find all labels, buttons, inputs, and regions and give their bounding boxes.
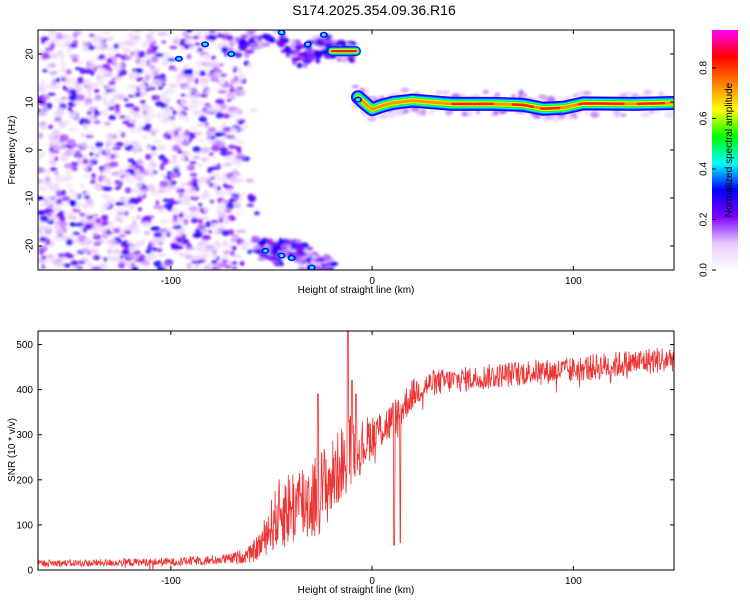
snr-x-ticks: -100 0 100: [161, 331, 582, 587]
colorbar: 0.0 0.2 0.4 0.6 0.8 Normalized spectral ampl…: [699, 30, 738, 277]
spectrogram-x-axis-label: Height of straight line (km): [298, 285, 415, 296]
snr-y-tick-label: 400: [16, 385, 33, 396]
snr-y-ticks: 0 100 200 300 400 500: [16, 340, 674, 577]
snr-y-axis-label: SNR (10 * v/v): [7, 418, 18, 482]
figure-title: S174.2025.354.09.36.R16: [292, 2, 456, 18]
spectrogram-image: [38, 30, 674, 270]
snr-y-tick-label: 300: [16, 430, 33, 441]
colorbar-ticks: 0.0 0.2 0.4 0.6 0.8: [699, 61, 716, 277]
spectrogram-x-tick-label: 0: [369, 276, 375, 287]
spectrogram-y-tick-label: -10: [25, 190, 36, 205]
spectrogram-y-axis-label: Frequency (Hz): [7, 116, 18, 185]
snr-panel: -100 0 100 0 100 200 300 400 500 Height of stra…: [7, 330, 675, 596]
colorbar-label: Normalized spectral amplitude: [724, 82, 735, 217]
spectrogram-y-tick-label: 0: [25, 147, 36, 153]
colorbar-tick-label: 0.4: [699, 162, 710, 176]
snr-x-tick-label: -100: [161, 576, 181, 587]
spectrogram-x-tick-label: -100: [161, 276, 181, 287]
snr-y-tick-label: 200: [16, 475, 33, 486]
colorbar-tick-label: 0.8: [699, 61, 710, 75]
snr-y-tick-label: 500: [16, 340, 33, 351]
colorbar-tick-label: 0.0: [699, 263, 710, 277]
spectrogram-y-tick-label: -20: [25, 238, 36, 253]
snr-y-tick-label: 0: [27, 566, 33, 577]
spectrogram-y-ticks: -20 -10 0 10 20: [25, 48, 674, 253]
snr-x-tick-label: 0: [369, 576, 375, 587]
spectrogram-y-tick-label: 10: [25, 96, 36, 108]
snr-x-axis-label: Height of straight line (km): [298, 585, 415, 596]
spectrogram-y-tick-label: 20: [25, 48, 36, 60]
spectrogram-x-tick-label: 100: [565, 276, 582, 287]
colorbar-tick-label: 0.6: [699, 111, 710, 125]
spectrogram-x-ticks: -100 0 100: [161, 30, 582, 287]
snr-y-tick-label: 100: [16, 520, 33, 531]
snr-x-tick-label: 100: [565, 576, 582, 587]
spectrogram-background: [38, 30, 674, 270]
snr-frame: [37, 330, 675, 571]
snr-series-line: [38, 331, 674, 570]
colorbar-gradient: [712, 30, 738, 270]
colorbar-tick-label: 0.2: [699, 212, 710, 226]
